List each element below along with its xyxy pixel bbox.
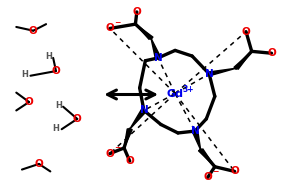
Text: N: N [191, 126, 199, 136]
Text: O: O [25, 97, 33, 107]
Text: O: O [242, 27, 251, 37]
Text: Gd: Gd [167, 89, 184, 98]
Text: O: O [133, 7, 141, 17]
Polygon shape [135, 24, 153, 39]
Text: N: N [140, 105, 148, 115]
Text: −: − [115, 18, 121, 27]
Text: H: H [52, 124, 60, 133]
Polygon shape [208, 68, 236, 76]
Text: N: N [154, 53, 162, 63]
Text: O: O [105, 149, 114, 159]
Text: H: H [21, 70, 28, 79]
Text: O: O [203, 172, 212, 182]
Text: O: O [29, 26, 38, 36]
Text: O: O [73, 114, 82, 124]
Text: O: O [34, 159, 43, 169]
Text: O: O [105, 23, 114, 33]
Text: −: − [115, 143, 121, 153]
Polygon shape [234, 51, 252, 69]
Text: N: N [205, 69, 213, 79]
Text: −: − [213, 167, 219, 176]
Text: H: H [55, 101, 62, 110]
Text: O: O [52, 66, 60, 76]
Polygon shape [130, 110, 146, 129]
Polygon shape [124, 129, 132, 148]
Text: 3+: 3+ [183, 85, 194, 94]
Text: O: O [230, 167, 239, 176]
Text: O: O [125, 156, 134, 166]
Polygon shape [151, 38, 161, 58]
Polygon shape [198, 149, 215, 167]
Polygon shape [192, 131, 201, 150]
Text: O: O [267, 48, 276, 58]
Text: H: H [46, 53, 52, 61]
